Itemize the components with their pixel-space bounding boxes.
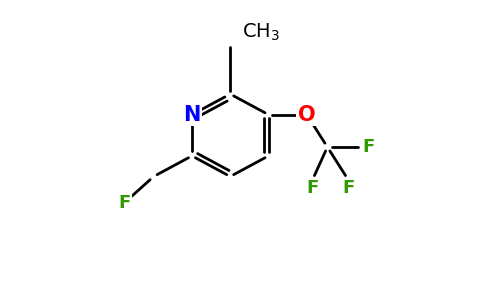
Text: N: N (183, 105, 201, 125)
Text: F: F (306, 179, 319, 197)
Text: F: F (342, 179, 354, 197)
Text: CH$_3$: CH$_3$ (242, 22, 280, 43)
Text: F: F (118, 194, 130, 212)
Text: F: F (363, 138, 375, 156)
Text: O: O (298, 105, 316, 125)
